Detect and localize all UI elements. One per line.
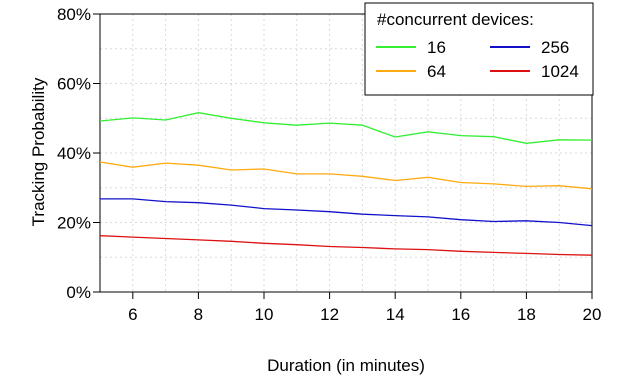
series-line-64 xyxy=(99,161,593,190)
y-tick-label: 80% xyxy=(57,5,91,24)
x-tick-label: 18 xyxy=(517,305,536,324)
y-tick-label: 40% xyxy=(57,144,91,163)
series-lines xyxy=(99,112,593,256)
y-tick-label: 0% xyxy=(66,283,91,302)
y-axis-title: Tracking Probability xyxy=(29,77,48,226)
x-tick-label: 6 xyxy=(128,305,137,324)
legend-label-256: 256 xyxy=(541,38,569,57)
x-tick-label: 10 xyxy=(255,305,274,324)
x-tick-label: 16 xyxy=(451,305,470,324)
x-tick-label: 12 xyxy=(320,305,339,324)
x-axis: 6 8 10 12 14 16 18 20 xyxy=(128,292,601,324)
legend-label-64: 64 xyxy=(427,62,446,81)
legend: #concurrent devices: 16 64 256 1024 xyxy=(364,2,594,96)
series-line-1024 xyxy=(99,235,593,256)
y-tick-label: 20% xyxy=(57,214,91,233)
y-axis: 0% 20% 40% 60% 80% xyxy=(57,5,100,302)
legend-title: #concurrent devices: xyxy=(377,10,534,29)
legend-box xyxy=(364,2,594,96)
legend-label-16: 16 xyxy=(427,38,446,57)
legend-label-1024: 1024 xyxy=(541,62,579,81)
x-tick-label: 14 xyxy=(386,305,405,324)
x-tick-label: 8 xyxy=(194,305,203,324)
series-line-16 xyxy=(99,112,593,144)
y-tick-label: 60% xyxy=(57,75,91,94)
series-line-256 xyxy=(100,198,593,227)
x-axis-title: Duration (in minutes) xyxy=(267,356,425,375)
x-tick-label: 20 xyxy=(583,305,602,324)
